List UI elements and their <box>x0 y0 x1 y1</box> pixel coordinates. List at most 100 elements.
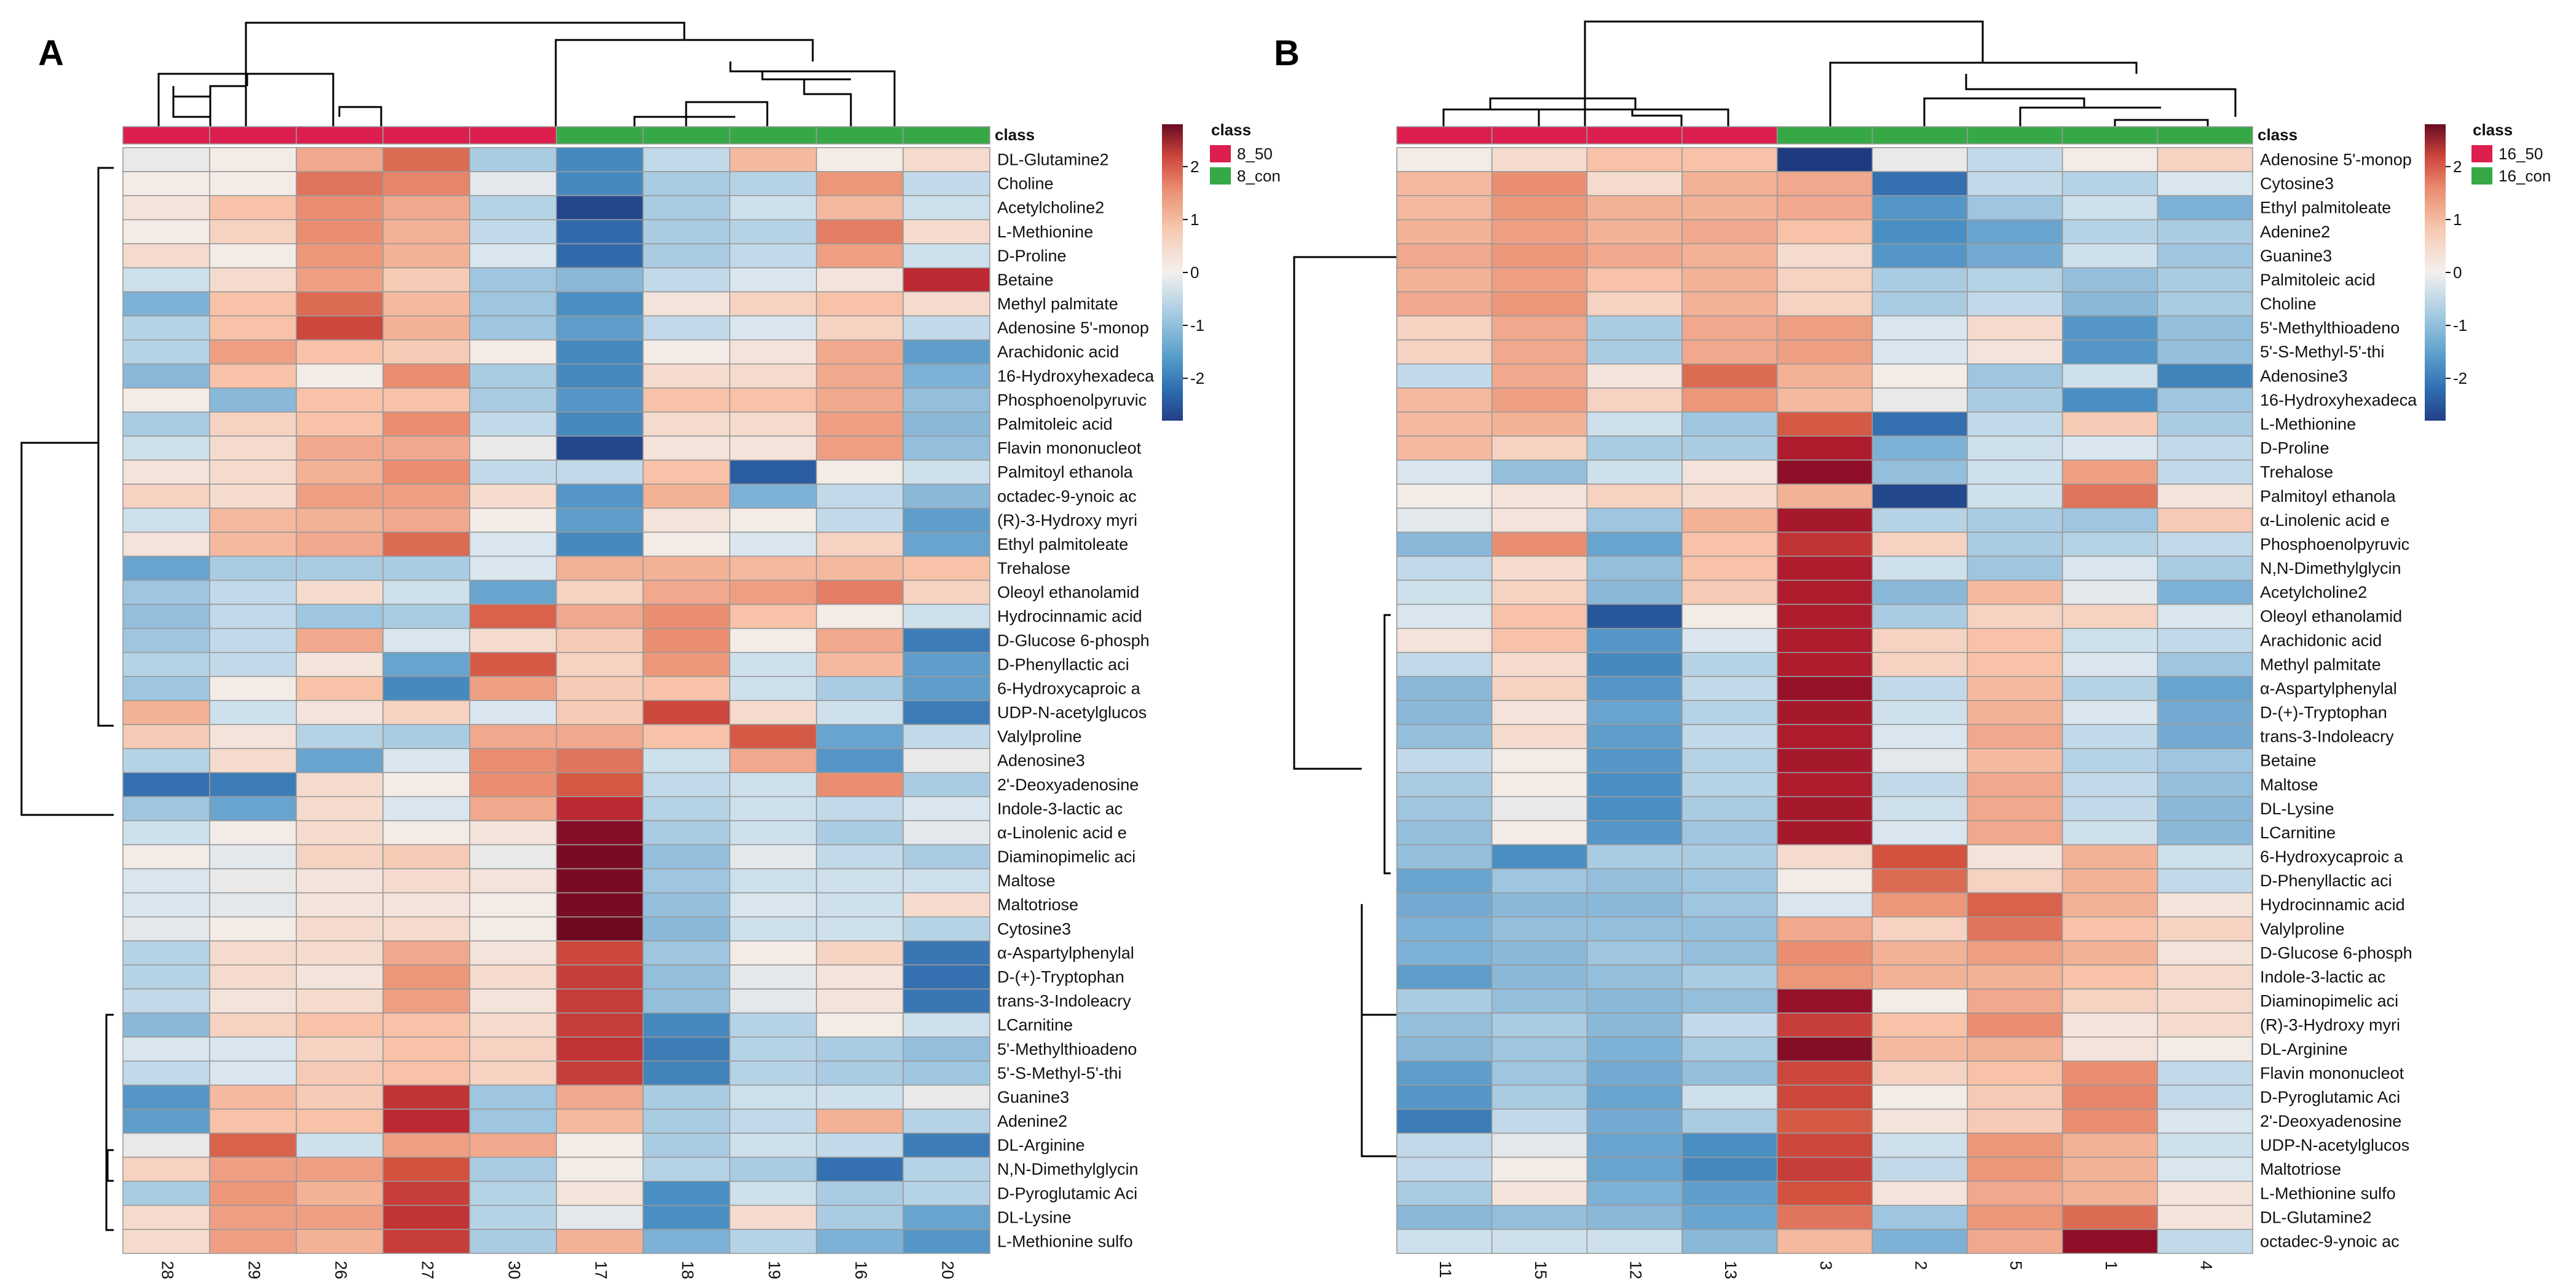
heatmap-cell <box>209 627 297 653</box>
heatmap-cell <box>1681 363 1778 389</box>
heatmap-cell <box>122 1132 210 1158</box>
heatmap-cell <box>122 988 210 1014</box>
row-label: Trehalose <box>997 559 1070 578</box>
heatmap-cell <box>2157 916 2253 942</box>
heatmap-cell <box>1776 724 1873 749</box>
heatmap-cell <box>642 627 730 653</box>
heatmap-cell <box>556 748 644 774</box>
heatmap-cell <box>1396 1229 1493 1254</box>
heatmap-cell <box>1586 147 1683 172</box>
heatmap-cell <box>1871 892 1968 918</box>
heatmap-cell <box>1586 796 1683 822</box>
heatmap-cell <box>2157 483 2253 509</box>
heatmap-cell <box>2061 363 2159 389</box>
heatmap-cell <box>642 1180 730 1206</box>
heatmap-cell <box>1776 483 1873 509</box>
colorbar-a <box>1162 124 1183 421</box>
row-label: L-Methionine sulfo <box>2260 1184 2396 1202</box>
heatmap-cell <box>729 1084 817 1110</box>
heatmap-cell <box>1776 315 1873 341</box>
heatmap-cell <box>556 1229 644 1254</box>
row-labels-b: Adenosine 5'-monop Cytosine3 Ethyl palmito… <box>2260 151 2417 1251</box>
heatmap-cell <box>1776 652 1873 677</box>
legend-label-16-50: 16_50 <box>2499 145 2543 163</box>
heatmap-cell <box>2157 171 2253 196</box>
heatmap-cell <box>469 219 557 245</box>
heatmap-cell <box>729 1012 817 1038</box>
heatmap-cell <box>903 627 990 653</box>
heatmap-cell <box>729 1036 817 1062</box>
heatmap-cell <box>469 1060 557 1086</box>
row-label: Flavin mononucleot <box>997 439 1142 458</box>
heatmap-cell <box>1871 676 1968 701</box>
heatmap-cell <box>729 916 817 942</box>
row-label: D-(+)-Tryptophan <box>997 968 1124 986</box>
heatmap-cell <box>1681 195 1778 221</box>
heatmap-cell <box>1967 988 2063 1014</box>
heatmap-cell <box>1967 892 2063 918</box>
row-label: Palmitoleic acid <box>997 415 1113 434</box>
colorbar-tick-label: 1 <box>1190 210 1199 229</box>
heatmap-cell <box>1776 700 1873 725</box>
heatmap-cell <box>1586 219 1683 245</box>
heatmap-cell <box>296 267 384 293</box>
heatmap-cell <box>642 676 730 701</box>
heatmap-cell <box>1967 627 2063 653</box>
heatmap-cell <box>2157 796 2253 822</box>
heatmap-cell <box>382 195 470 221</box>
heatmap-cell <box>1871 267 1968 293</box>
heatmap-cell <box>2061 387 2159 413</box>
heatmap-cell <box>1586 700 1683 725</box>
heatmap-cell <box>642 796 730 822</box>
heatmap-cell <box>469 1084 557 1110</box>
class-bar-cell <box>1396 126 1493 145</box>
heatmap-cell <box>642 315 730 341</box>
heatmap-cell <box>1871 700 1968 725</box>
heatmap-cell <box>816 291 904 317</box>
heatmap-cell <box>209 892 297 918</box>
heatmap-cell <box>556 796 644 822</box>
heatmap-cell <box>1776 171 1873 196</box>
heatmap-cell <box>469 844 557 870</box>
row-label: Cytosine3 <box>997 919 1071 938</box>
heatmap-cell <box>729 940 817 966</box>
row-label: α-Aspartylphenylal <box>2260 679 2397 697</box>
heatmap-cell <box>122 171 210 196</box>
heatmap-cell <box>296 243 384 269</box>
heatmap-cell <box>729 483 817 509</box>
heatmap-cell <box>1396 892 1493 918</box>
row-label: D-Proline <box>997 247 1067 265</box>
heatmap-cell <box>729 411 817 437</box>
row-label: L-Methionine <box>2260 415 2356 434</box>
heatmap-cell <box>1871 652 1968 677</box>
heatmap-cell <box>1871 219 1968 245</box>
heatmap-cell <box>382 483 470 509</box>
heatmap-cell <box>209 411 297 437</box>
heatmap-cell <box>296 531 384 557</box>
heatmap-cell <box>556 1060 644 1086</box>
heatmap-cell <box>556 1084 644 1110</box>
heatmap-cell <box>642 1229 730 1254</box>
dendrogram-link <box>1361 904 1397 1016</box>
heatmap-cell <box>2157 219 2253 245</box>
heatmap-cell <box>1491 772 1588 798</box>
heatmap-cell <box>2157 964 2253 990</box>
heatmap-cell <box>816 748 904 774</box>
heatmap-cell <box>1586 1108 1683 1134</box>
heatmap-cell <box>122 243 210 269</box>
heatmap-cell <box>2157 507 2253 533</box>
heatmap-cell <box>556 1132 644 1158</box>
heatmap-cell <box>1871 603 1968 629</box>
heatmap-cell <box>382 772 470 798</box>
heatmap-cell <box>1586 627 1683 653</box>
heatmap-cell <box>382 748 470 774</box>
row-label: D-Glucose 6-phosph <box>2260 943 2412 962</box>
row-label: Indole-3-lactic ac <box>997 800 1123 818</box>
heatmap-cell <box>382 603 470 629</box>
heatmap-cell <box>903 1229 990 1254</box>
legend-a: 2 1 0 -1 -2 class 8_50 8_con <box>1162 121 1281 421</box>
heatmap-cell <box>2157 724 2253 749</box>
heatmap-cell <box>382 844 470 870</box>
colorbar-tick-label: 0 <box>2453 263 2462 282</box>
heatmap-cell <box>2061 1036 2159 1062</box>
